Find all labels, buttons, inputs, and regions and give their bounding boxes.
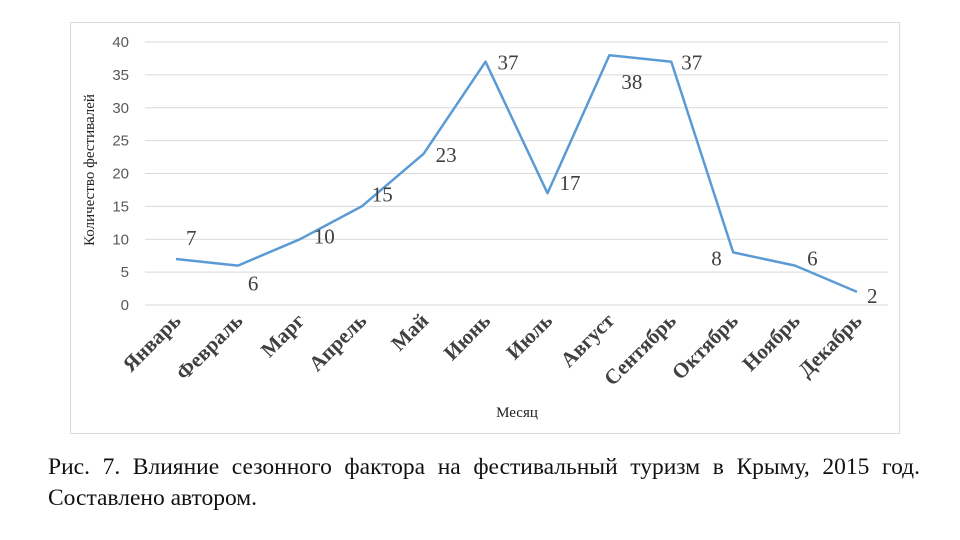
data-label-11: 2	[867, 284, 878, 308]
data-label-8: 37	[681, 51, 702, 75]
x-tick-label-1: Февраль	[171, 309, 247, 385]
data-label-7: 38	[621, 70, 642, 94]
x-tick-label-2: Марг	[256, 309, 309, 362]
data-label-0: 7	[186, 226, 197, 250]
x-tick-label-9: Октябрь	[667, 309, 743, 385]
data-label-3: 15	[372, 182, 393, 206]
data-label-6: 17	[559, 171, 580, 195]
y-tick-label-35: 35	[112, 67, 129, 84]
y-axis-title: Количество фестивалей	[82, 94, 98, 246]
series-line	[175, 53, 858, 294]
x-tick-label-11: Декабрь	[793, 309, 866, 382]
y-tick-label-20: 20	[112, 166, 129, 183]
y-tick-label-15: 15	[112, 198, 129, 215]
x-axis-title: Месяц	[496, 405, 538, 421]
data-label-4: 23	[436, 143, 457, 167]
y-tick-label-30: 30	[112, 100, 129, 117]
y-tick-label-40: 40	[112, 34, 129, 51]
data-label-5: 37	[498, 51, 519, 75]
x-tick-label-6: Июль	[501, 309, 557, 365]
data-label-10: 6	[807, 247, 818, 271]
data-label-9: 8	[711, 246, 722, 270]
y-tick-label-10: 10	[112, 231, 129, 248]
x-tick-label-3: Апрель	[304, 309, 371, 376]
chart-area	[70, 22, 900, 434]
x-tick-label-4: Май	[386, 309, 433, 356]
data-label-2: 10	[314, 224, 335, 248]
y-tick-label-5: 5	[121, 264, 129, 281]
data-label-1: 6	[248, 272, 259, 296]
figure-caption: Рис. 7. Влияние сезонного фактора на фес…	[48, 454, 920, 511]
x-tick-label-5: Июнь	[439, 309, 495, 365]
y-tick-label-0: 0	[121, 297, 129, 314]
y-tick-label-25: 25	[112, 133, 129, 150]
